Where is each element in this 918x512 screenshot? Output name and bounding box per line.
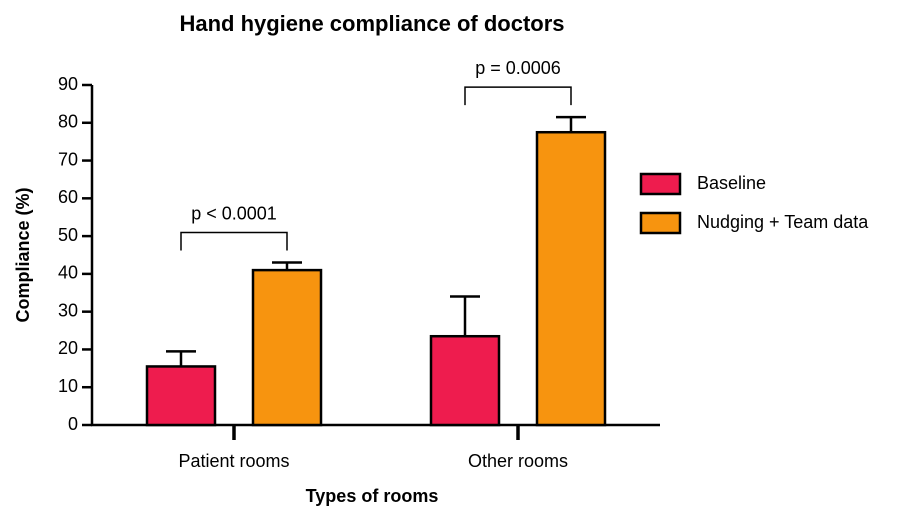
x-tick-label: Other rooms [468, 451, 568, 471]
y-tick-label: 70 [58, 149, 78, 169]
legend-label: Nudging + Team data [697, 212, 869, 232]
bar [429, 334, 501, 427]
x-tick-label: Patient rooms [178, 451, 289, 471]
chart-title: Hand hygiene compliance of doctors [179, 11, 564, 36]
y-tick-label: 20 [58, 338, 78, 358]
y-tick-label: 0 [68, 414, 78, 434]
significance-bracket [180, 231, 288, 251]
y-tick-label: 40 [58, 263, 78, 283]
y-tick-label: 80 [58, 112, 78, 132]
annotation: p < 0.0001 [191, 203, 277, 223]
x-axis-label: Types of rooms [306, 486, 439, 506]
bar [145, 365, 217, 427]
y-tick-label: 90 [58, 74, 78, 94]
bar [251, 268, 323, 427]
legend-swatch [639, 172, 682, 196]
y-tick-label: 10 [58, 376, 78, 396]
y-tick-label: 50 [58, 225, 78, 245]
y-axis-label: Compliance (%) [13, 187, 33, 322]
bar [535, 130, 607, 427]
y-tick-label: 60 [58, 187, 78, 207]
legend-swatch [639, 211, 682, 235]
significance-bracket [464, 86, 572, 106]
annotation: p = 0.0006 [475, 58, 561, 78]
y-tick-label: 30 [58, 300, 78, 320]
legend-label: Baseline [697, 173, 766, 193]
